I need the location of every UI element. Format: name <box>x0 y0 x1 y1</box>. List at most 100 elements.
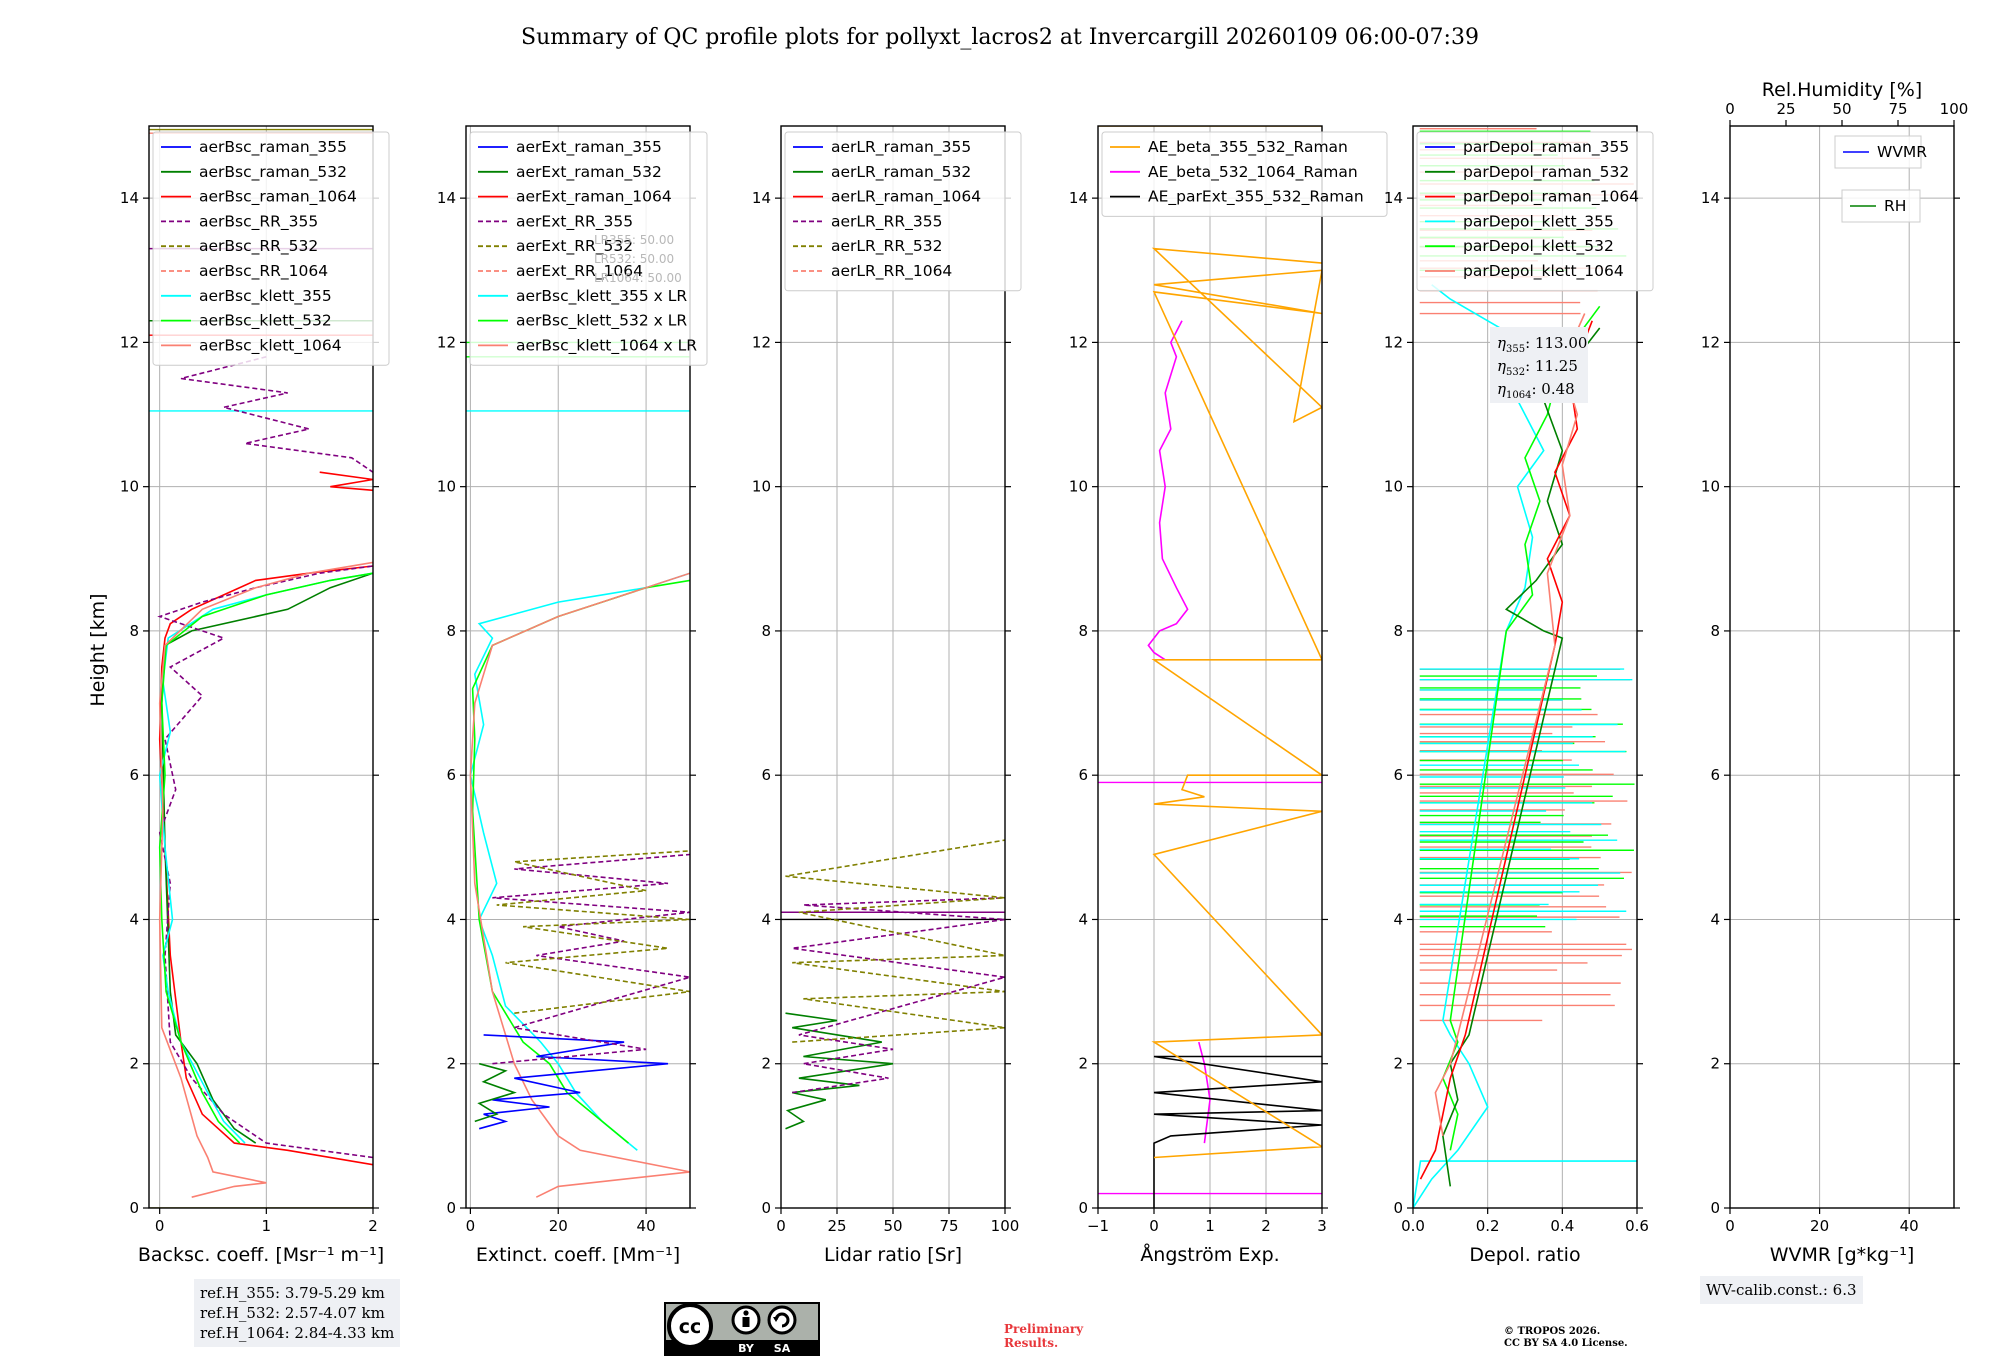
series-aerext-rr-532 <box>496 850 690 1014</box>
y-tick-label: 0 <box>446 1199 456 1217</box>
x-tick-label: 0.6 <box>1625 1217 1649 1235</box>
series-aerbsc-raman-532 <box>160 572 373 1144</box>
axes-frame <box>1729 125 1955 1209</box>
series-aerbsc-klett-1064 <box>158 561 373 1198</box>
legend-box <box>784 131 1022 292</box>
y-tick-label: 10 <box>1069 478 1088 496</box>
y-tick-label: 4 <box>1393 910 1403 928</box>
x-axis-label: Ångström Exp. <box>1140 1243 1279 1266</box>
y-tick-label: 12 <box>1701 333 1720 351</box>
x-tick-label: 20 <box>549 1217 568 1235</box>
y-tick-label: 14 <box>437 189 456 207</box>
wv-calib-text: WV-calib.const.: 6.3 <box>1706 1281 1857 1299</box>
legend-label: aerBsc_klett_355 <box>199 287 332 306</box>
x-tick-label: 0.4 <box>1550 1217 1574 1235</box>
y-tick-label: 14 <box>1384 189 1403 207</box>
y-tick-label: 14 <box>120 189 139 207</box>
legend-label: aerExt_RR_1064 <box>516 262 643 281</box>
y-tick-label: 6 <box>1393 766 1403 784</box>
y-tick-label: 2 <box>1078 1055 1088 1073</box>
series-ae-beta-355-532-raman <box>1151 247 1322 1159</box>
x-tick-label: 25 <box>827 1217 846 1235</box>
x-tick-label: 0.0 <box>1401 1217 1425 1235</box>
legend-label: aerLR_raman_1064 <box>831 188 981 207</box>
legend-label: aerLR_raman_355 <box>831 138 971 157</box>
y-tick-label: 10 <box>752 478 771 496</box>
refh-532: ref.H_532: 2.57-4.07 km <box>200 1304 385 1322</box>
series-pardepol-raman-1064 <box>1419 320 1593 1180</box>
refh-355: ref.H_355: 3.79-5.29 km <box>200 1284 385 1302</box>
x-tick-label: 3 <box>1317 1217 1327 1235</box>
legend-box <box>1101 131 1388 217</box>
legend-label: aerBsc_RR_532 <box>199 237 318 256</box>
y-tick-label: 0 <box>1710 1199 1720 1217</box>
y-tick-label: 12 <box>1384 333 1403 351</box>
panel-lidar_ratio: 0 25 50 75 100 0 2 4 6 8 10 12 14 Lidar ratio [Sr] aer… <box>752 125 1022 1266</box>
y-tick-label: 2 <box>1710 1055 1720 1073</box>
x-tick-label: 20 <box>1810 1217 1829 1235</box>
y-tick-label: 4 <box>1710 910 1720 928</box>
x-tick-label: 1 <box>262 1217 272 1235</box>
y-tick-label: 0 <box>1393 1199 1403 1217</box>
legend-label: aerExt_raman_355 <box>516 138 662 157</box>
plot-area <box>781 839 1005 1130</box>
copyright-line-2: CC BY SA 4.0 License. <box>1504 1338 1628 1349</box>
legend-label: aerBsc_RR_355 <box>199 212 318 231</box>
legend-label: aerLR_RR_532 <box>831 237 942 256</box>
eta-box <box>1490 327 1588 403</box>
x-tick-label: 0 <box>1725 1217 1735 1235</box>
y-tick-label: 4 <box>761 910 771 928</box>
y-tick-label: 10 <box>120 478 139 496</box>
series-aerlr-rr-532 <box>785 839 1005 1043</box>
legend-label: aerLR_RR_1064 <box>831 262 952 281</box>
legend-label: parDepol_klett_532 <box>1463 237 1614 256</box>
legend-label: aerBsc_RR_1064 <box>199 262 328 281</box>
series-pardepol-klett-532 <box>1442 305 1601 1151</box>
eta-label: η1064: 0.48 <box>1497 380 1575 401</box>
top-tick-label: 0 <box>1725 100 1735 118</box>
legend-label: aerBsc_raman_532 <box>199 163 347 182</box>
legend-label: aerLR_RR_355 <box>831 212 942 231</box>
plot-area <box>466 341 690 1198</box>
x-axis-label: Depol. ratio <box>1469 1244 1580 1266</box>
figure-title: Summary of QC profile plots for pollyxt_… <box>521 25 1479 50</box>
y-tick-label: 12 <box>120 333 139 351</box>
y-tick-label: 0 <box>761 1199 771 1217</box>
x-tick-label: 75 <box>939 1217 958 1235</box>
legend-label: aerBsc_raman_1064 <box>199 188 357 207</box>
sa-share-alike-icon <box>767 1305 797 1335</box>
legend-box <box>469 131 708 366</box>
series-aerbsc-rr-355 <box>157 565 373 1159</box>
wv-calib-box: WV-calib.const.: 6.3 <box>1700 1276 1863 1304</box>
series-ae-beta-355-532-low- <box>1198 1041 1211 1144</box>
top-axis-label: Rel.Humidity [%] <box>1762 79 1922 101</box>
y-tick-label: 6 <box>761 766 771 784</box>
lr-note: LR1064: 50.00 <box>594 271 682 285</box>
copyright-line-1: © TROPOS 2026. <box>1504 1326 1601 1337</box>
series-aerext-rr-355 <box>492 853 690 1065</box>
y-tick-label: 8 <box>1393 622 1403 640</box>
legend-label: parDepol_raman_355 <box>1463 138 1629 157</box>
y-tick-label: 4 <box>1078 910 1088 928</box>
y-tick-label: 2 <box>446 1055 456 1073</box>
legend-label: parDepol_raman_532 <box>1463 163 1629 182</box>
legend-label: aerExt_RR_532 <box>516 237 633 256</box>
y-tick-label: 12 <box>437 333 456 351</box>
cc-icon <box>667 1303 713 1349</box>
series-ae-parext-355-532-raman <box>1153 1055 1322 1208</box>
x-tick-label: 100 <box>991 1217 1020 1235</box>
legend-box <box>152 131 390 366</box>
y-tick-label: 8 <box>1078 622 1088 640</box>
legend-label: aerBsc_klett_1064 <box>199 336 342 355</box>
y-tick-label: 10 <box>1701 478 1720 496</box>
x-tick-label: 0 <box>466 1217 476 1235</box>
x-tick-label: 2 <box>368 1217 378 1235</box>
legend-label: parDepol_klett_1064 <box>1463 262 1624 281</box>
y-tick-label: 14 <box>1069 189 1088 207</box>
y-tick-label: 8 <box>129 622 139 640</box>
x-tick-label: 0 <box>1149 1217 1159 1235</box>
series-ae-beta-532-1064-raman <box>1147 320 1189 661</box>
lr-note: LR532: 50.00 <box>594 252 674 266</box>
eta-label: η355: 113.00 <box>1497 334 1587 355</box>
